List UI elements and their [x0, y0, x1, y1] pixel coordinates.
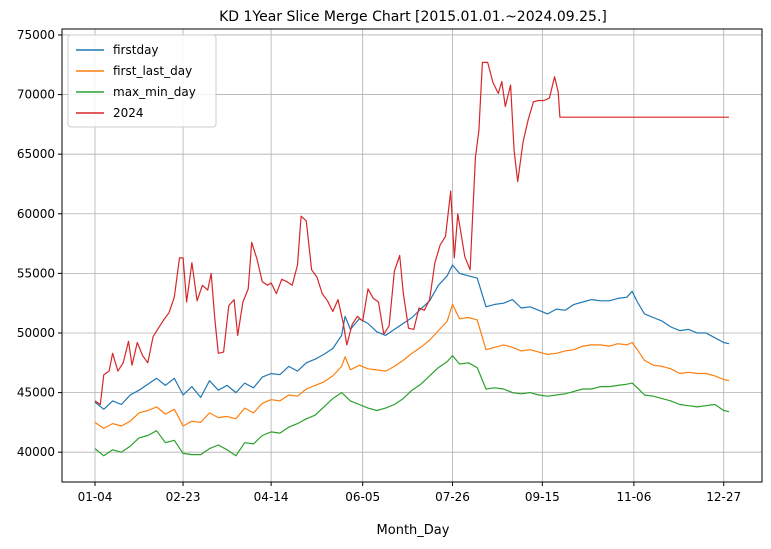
- legend-label: max_min_day: [113, 85, 196, 99]
- x-tick-label: 01-04: [78, 490, 113, 504]
- x-tick-label: 07-26: [435, 490, 470, 504]
- y-tick-label: 75000: [17, 28, 55, 42]
- x-tick-label: 02-23: [166, 490, 201, 504]
- x-tick-label: 06-05: [345, 490, 380, 504]
- x-tick-label: 04-14: [254, 490, 289, 504]
- y-axis: 40000 45000 50000 55000 60000 65000 70000 75000: [17, 28, 62, 459]
- y-tick-label: 40000: [17, 445, 55, 459]
- y-tick-label: 45000: [17, 386, 55, 400]
- legend-label: 2024: [113, 106, 144, 120]
- chart-title: KD 1Year Slice Merge Chart [2015.01.01.~…: [219, 9, 607, 25]
- x-tick-label: 11-06: [616, 490, 651, 504]
- y-tick-label: 60000: [17, 207, 55, 221]
- legend-box: [67, 34, 217, 128]
- series-lines: [94, 61, 730, 457]
- x-axis: 01-04 02-23 04-14 06-05 07-26 09-15 11-06 12-27: [78, 482, 741, 504]
- x-axis-label: Month_Day: [377, 523, 450, 538]
- series-line-firstday: [94, 264, 730, 410]
- legend: firstday first_last_day max_min_day 2024: [67, 34, 217, 128]
- x-tick-label: 09-15: [525, 490, 560, 504]
- y-tick-label: 70000: [17, 88, 55, 102]
- plot-frame: [61, 28, 763, 483]
- grid: [62, 29, 762, 482]
- x-tick-label: 12-27: [706, 490, 741, 504]
- y-tick-label: 55000: [17, 266, 55, 280]
- y-tick-label: 50000: [17, 326, 55, 340]
- legend-label: first_last_day: [113, 64, 192, 78]
- series-line-max_min_day: [94, 355, 730, 457]
- series-line-first_last_day: [94, 303, 730, 429]
- series-line-2024: [94, 61, 729, 406]
- legend-label: firstday: [113, 43, 159, 57]
- y-tick-label: 65000: [17, 147, 55, 161]
